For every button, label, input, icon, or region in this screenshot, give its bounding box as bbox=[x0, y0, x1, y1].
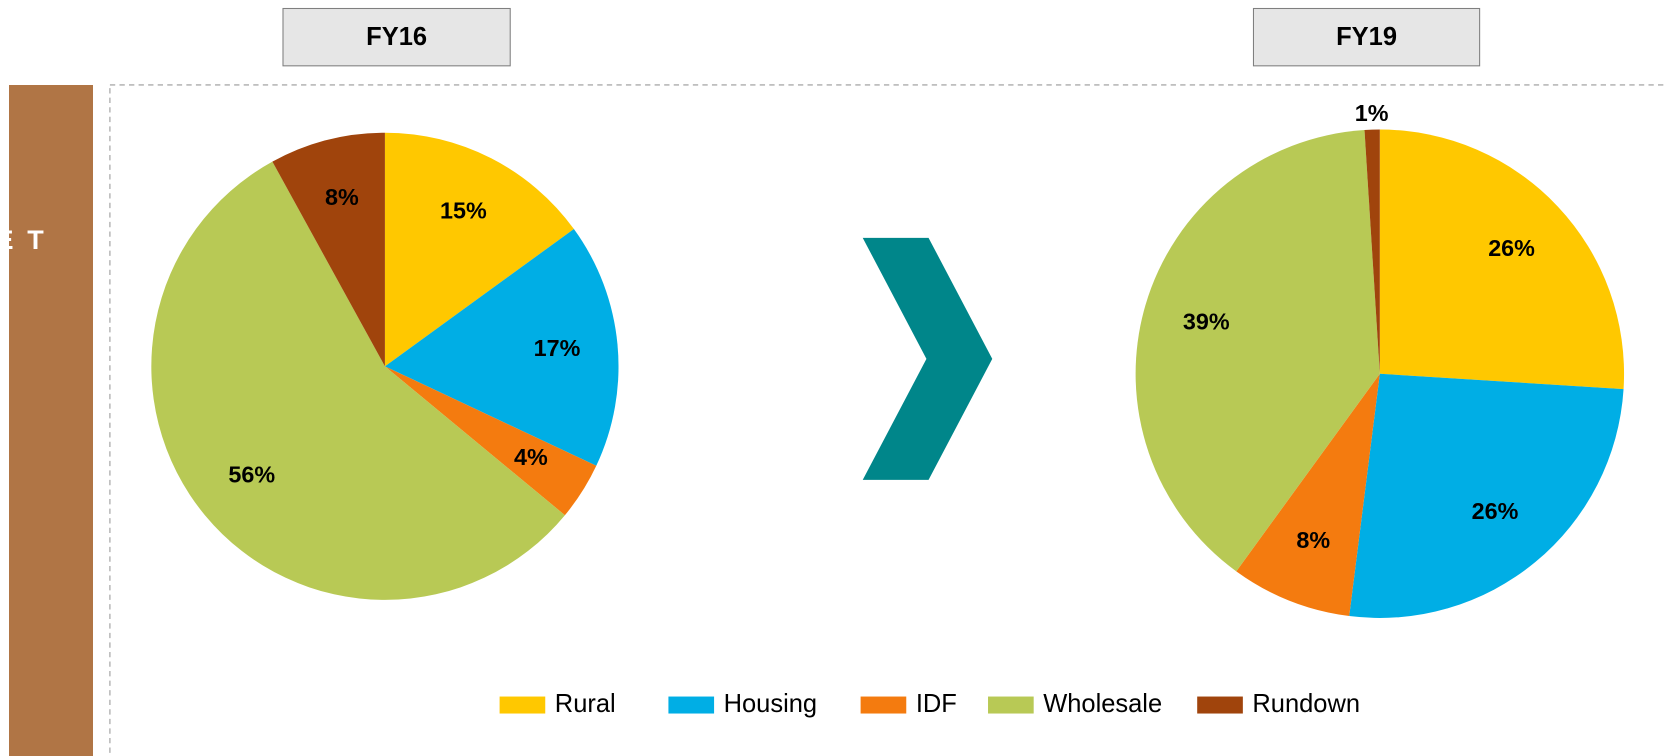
chevron bbox=[862, 237, 993, 480]
data-label: 1% bbox=[1355, 100, 1389, 126]
data-label: 4% bbox=[514, 444, 548, 470]
data-label: 26% bbox=[1472, 498, 1519, 524]
title-box bbox=[282, 7, 511, 67]
data-label: 8% bbox=[325, 184, 359, 210]
pie-slice bbox=[384, 366, 597, 516]
data-label: 39% bbox=[1183, 309, 1230, 335]
legend-swatch bbox=[499, 696, 546, 714]
chart-title: FY16 bbox=[366, 23, 427, 51]
data-label: 15% bbox=[440, 197, 487, 223]
legend-label: Rural bbox=[555, 690, 616, 718]
legend-label: Housing bbox=[724, 690, 817, 718]
chart-title: FY19 bbox=[1336, 23, 1397, 51]
legend-label: Rundown bbox=[1252, 690, 1360, 718]
data-label: 26% bbox=[1488, 235, 1535, 261]
pie-slice bbox=[151, 161, 565, 600]
data-label: 8% bbox=[1296, 527, 1330, 553]
side-bar: A S S E T M I X bbox=[0, 85, 206, 756]
legend-swatch bbox=[988, 696, 1034, 714]
pie-slice bbox=[272, 132, 385, 367]
legend-swatch bbox=[860, 696, 907, 714]
data-label: 56% bbox=[228, 462, 275, 488]
pie-slice bbox=[1236, 373, 1380, 617]
legend-label: Wholesale bbox=[1043, 690, 1162, 718]
pie-slice bbox=[1349, 373, 1624, 618]
legend-label: IDF bbox=[916, 690, 957, 718]
pie-slice bbox=[384, 132, 574, 367]
legend-swatch bbox=[668, 696, 715, 714]
pie-slice bbox=[384, 229, 619, 466]
panel-border bbox=[109, 84, 1666, 756]
data-label: 17% bbox=[534, 335, 581, 361]
legend-swatch bbox=[1197, 696, 1243, 714]
pie-slice bbox=[1135, 130, 1380, 572]
pie-slice bbox=[1364, 129, 1380, 374]
pie-slice bbox=[1379, 129, 1625, 390]
title-box bbox=[1252, 7, 1481, 67]
